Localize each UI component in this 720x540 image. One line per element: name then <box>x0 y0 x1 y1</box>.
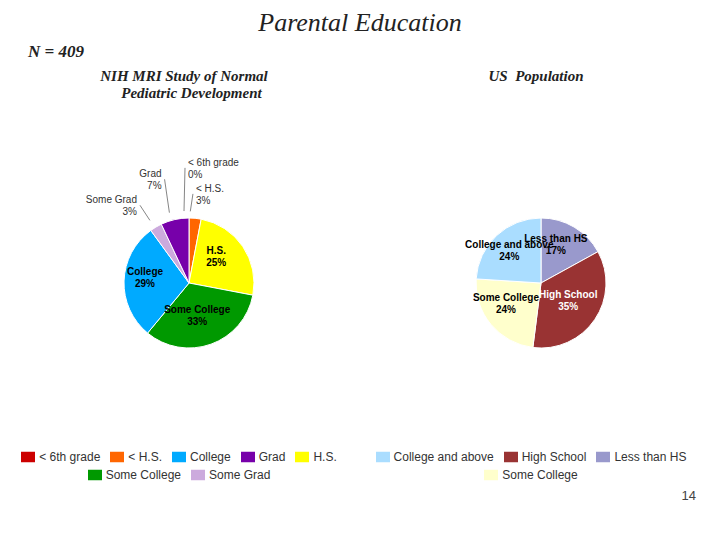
svg-text:Some College33%: Some College33% <box>164 304 231 327</box>
svg-text:High School35%: High School35% <box>539 289 598 312</box>
svg-text:Some Grad3%: Some Grad3% <box>86 194 137 217</box>
svg-text:Some College24%: Some College24% <box>473 292 540 315</box>
svg-text:< 6th grade0%: < 6th grade0% <box>188 157 239 180</box>
svg-text:College and above24%: College and above24% <box>465 239 554 262</box>
svg-text:H.S.25%: H.S.25% <box>206 245 226 268</box>
svg-text:< H.S.3%: < H.S.3% <box>196 183 224 206</box>
svg-text:Grad7%: Grad7% <box>139 168 161 191</box>
svg-text:College29%: College29% <box>127 266 164 289</box>
